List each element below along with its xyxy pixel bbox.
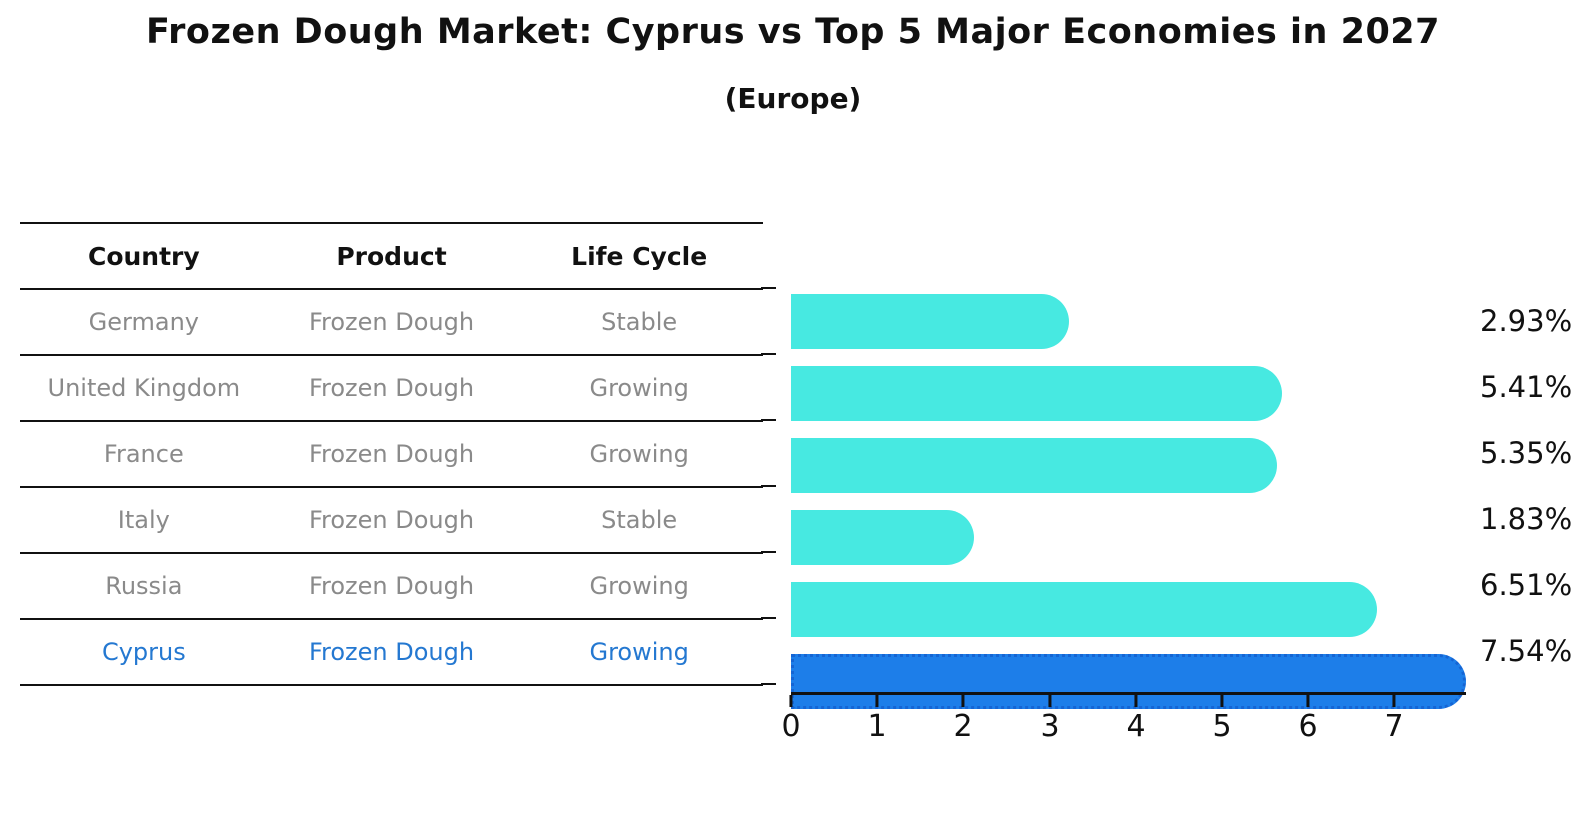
- x-tick-label: 1: [867, 709, 887, 744]
- country-cell: Italy: [117, 506, 170, 534]
- product-cell: Frozen Dough: [308, 308, 475, 336]
- x-tick-label: 5: [1212, 709, 1232, 744]
- x-tick-7: 7: [1384, 695, 1404, 744]
- country-cell: France: [103, 440, 184, 468]
- value-label-russia: 6.51%: [1480, 568, 1573, 602]
- product-cell: Frozen Dough: [308, 440, 475, 468]
- x-tick-label: 7: [1384, 709, 1404, 744]
- x-tick-mark: [1048, 695, 1052, 707]
- x-tick-mark: [961, 695, 965, 707]
- x-tick-label: 6: [1298, 709, 1318, 744]
- x-tick-6: 6: [1298, 695, 1318, 744]
- bar-france: [791, 438, 1277, 493]
- bar-row: [791, 438, 1466, 504]
- x-tick-label: 4: [1126, 709, 1146, 744]
- bar-row: [791, 294, 1466, 360]
- table-row-russia: Russia Frozen Dough Growing: [20, 552, 763, 618]
- x-tick-label: 3: [1040, 709, 1060, 744]
- value-label-italy: 1.83%: [1480, 502, 1573, 536]
- bar-russia: [791, 582, 1377, 637]
- bar-cyprus: [791, 654, 1466, 709]
- y-axis-tick: [761, 485, 776, 487]
- bar-italy: [791, 510, 974, 565]
- bar-united-kingdom: [791, 366, 1282, 421]
- y-axis-tick: [761, 683, 776, 685]
- bar-chart: 0 1 2 3 4 5 6 7 2.93%: [761, 287, 1572, 744]
- table-row-france: France Frozen Dough Growing: [20, 420, 763, 486]
- lifecycle-cell: Growing: [589, 374, 689, 402]
- y-axis-tick: [761, 287, 776, 289]
- bar-row: [791, 654, 1466, 720]
- product-cell: Frozen Dough: [308, 506, 475, 534]
- y-axis-tick: [761, 353, 776, 355]
- product-cell: Frozen Dough: [308, 374, 475, 402]
- x-tick-2: 2: [953, 695, 973, 744]
- page-title: Frozen Dough Market: Cyprus vs Top 5 Maj…: [145, 12, 1441, 52]
- value-label-cyprus: 7.54%: [1480, 634, 1573, 668]
- bar-row: [791, 582, 1466, 648]
- y-axis-tick: [761, 419, 776, 421]
- country-cell: Russia: [105, 572, 183, 600]
- product-cell: Frozen Dough: [308, 638, 475, 666]
- x-tick-5: 5: [1212, 695, 1232, 744]
- x-tick-label: 2: [953, 709, 973, 744]
- x-tick-mark: [1220, 695, 1224, 707]
- product-cell: Frozen Dough: [308, 572, 475, 600]
- column-header-country: Country: [87, 241, 200, 271]
- column-header-lifecycle: Life Cycle: [571, 241, 708, 271]
- country-cell: Germany: [88, 308, 199, 336]
- y-axis-tick: [761, 551, 776, 553]
- bar-germany: [791, 294, 1069, 349]
- country-cell: United Kingdom: [47, 374, 241, 402]
- country-cell: Cyprus: [101, 638, 186, 666]
- lifecycle-cell: Growing: [589, 440, 689, 468]
- bar-row: [791, 510, 1466, 576]
- x-axis-line: [791, 692, 1466, 695]
- x-tick-4: 4: [1126, 695, 1146, 744]
- y-axis-tick: [761, 617, 776, 619]
- x-tick-mark: [1306, 695, 1310, 707]
- table-header-row: Country Product Life Cycle: [20, 222, 763, 288]
- column-header-product: Product: [336, 241, 447, 271]
- lifecycle-cell: Growing: [589, 638, 689, 666]
- table-row-cyprus: Cyprus Frozen Dough Growing: [20, 618, 763, 684]
- bar-row: [791, 366, 1466, 432]
- value-labels: 2.93% 5.41% 5.35% 1.83% 6.51% 7.54%: [1480, 288, 1586, 684]
- value-label-germany: 2.93%: [1480, 304, 1573, 338]
- table-row-italy: Italy Frozen Dough Stable: [20, 486, 763, 552]
- x-tick-mark: [1134, 695, 1138, 707]
- lifecycle-cell: Stable: [601, 506, 678, 534]
- bars-area: [791, 294, 1466, 720]
- page-subtitle: (Europe): [724, 82, 862, 115]
- value-label-united-kingdom: 5.41%: [1480, 370, 1573, 404]
- country-table: Country Product Life Cycle Germany Froze…: [20, 222, 763, 686]
- value-label-france: 5.35%: [1480, 436, 1573, 470]
- x-tick-label: 0: [781, 709, 801, 744]
- x-tick-0: 0: [781, 695, 801, 744]
- lifecycle-cell: Stable: [601, 308, 678, 336]
- x-tick-mark: [789, 695, 793, 707]
- x-tick-mark: [1392, 695, 1396, 707]
- table-row-united-kingdom: United Kingdom Frozen Dough Growing: [20, 354, 763, 420]
- x-tick-3: 3: [1040, 695, 1060, 744]
- table-row-germany: Germany Frozen Dough Stable: [20, 288, 763, 354]
- x-tick-mark: [875, 695, 879, 707]
- lifecycle-cell: Growing: [589, 572, 689, 600]
- x-tick-1: 1: [867, 695, 887, 744]
